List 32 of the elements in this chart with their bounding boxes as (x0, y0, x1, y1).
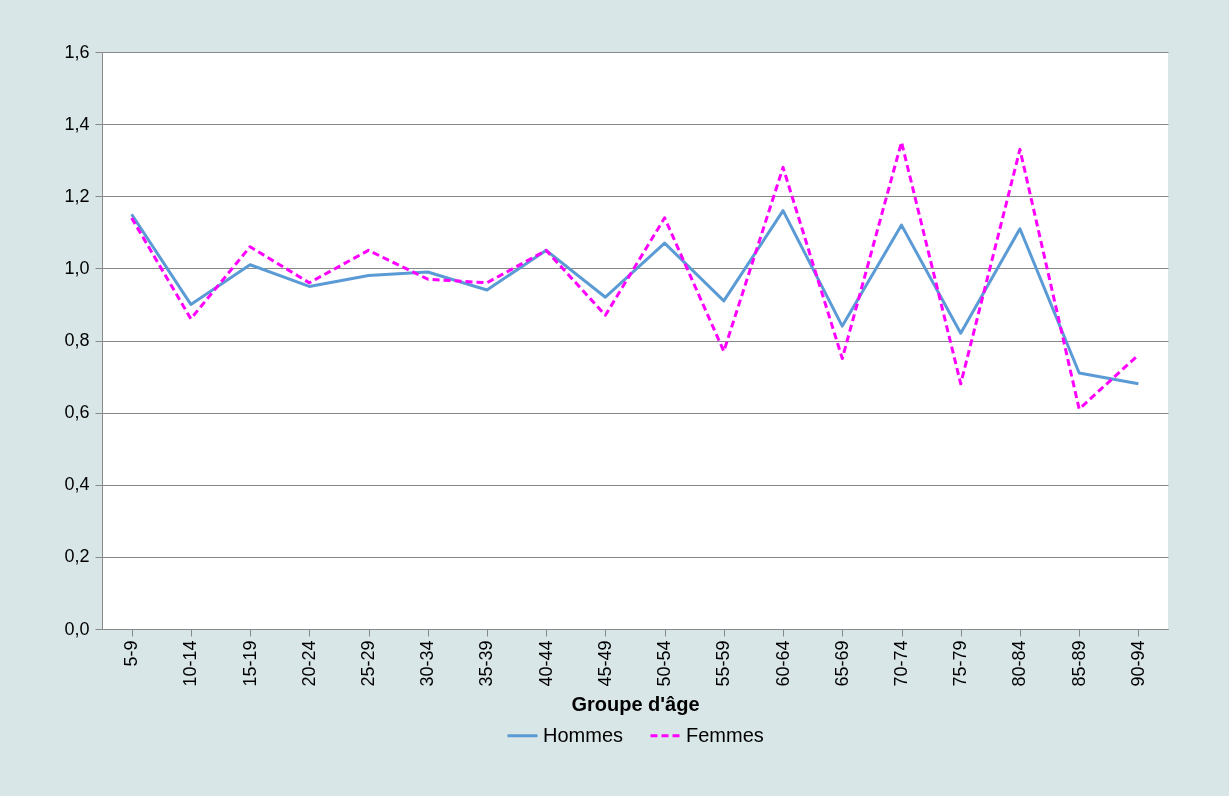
x-tick-label: 65-69 (831, 640, 852, 687)
x-tick-label: 75-79 (950, 640, 971, 687)
x-tick-label: 40-44 (535, 640, 556, 687)
x-tick-label: 35-39 (476, 640, 497, 687)
x-tick-label: 20-24 (298, 640, 319, 687)
x-tick-label: 50-54 (654, 640, 675, 687)
y-tick-label: 1,4 (64, 113, 90, 134)
x-axis-title: Groupe d'âge (571, 692, 700, 715)
y-tick-label: 0,2 (64, 546, 90, 567)
x-tick-label: 10-14 (180, 640, 201, 687)
y-tick-label: 0,8 (64, 330, 90, 350)
x-tick-label: 15-19 (239, 640, 260, 687)
x-tick-label: 70-74 (891, 640, 911, 687)
x-tick-label: 55-59 (713, 640, 734, 687)
legend-label: Femmes (686, 723, 764, 746)
y-tick-label: 0,0 (64, 618, 90, 639)
x-tick-label: 30-34 (417, 640, 438, 687)
x-tick-label: 90-94 (1127, 640, 1148, 687)
x-tick-label: 80-84 (1009, 640, 1030, 687)
y-tick-label: 0,4 (64, 474, 90, 495)
y-tick-label: 1,6 (64, 41, 90, 62)
x-tick-label: 60-64 (772, 640, 793, 687)
y-tick-label: 0,6 (64, 402, 90, 423)
x-tick-label: 85-89 (1068, 640, 1089, 687)
x-tick-label: 25-29 (358, 640, 378, 687)
line-series (130, 140, 1140, 411)
x-tick-label: 45-49 (594, 640, 615, 687)
line-series (130, 209, 1140, 386)
x-tick-label: 5-9 (121, 640, 142, 667)
y-tick-label: 1,2 (64, 185, 90, 206)
legend-label: Hommes (543, 723, 624, 746)
y-tick-label: 1,0 (64, 257, 90, 278)
